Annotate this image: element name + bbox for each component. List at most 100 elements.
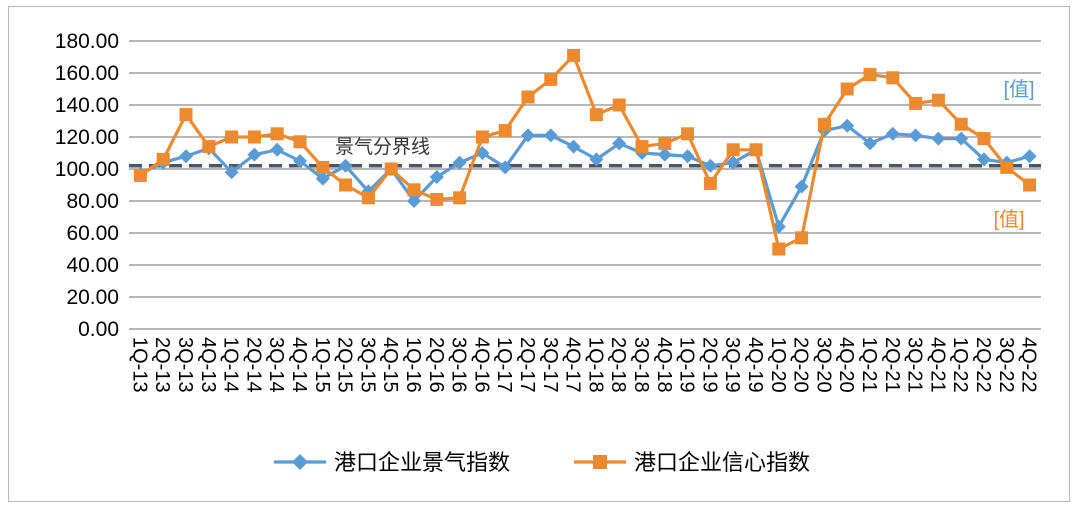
x-tick-label: 3Q-17	[539, 337, 561, 393]
data-point	[749, 143, 763, 157]
data-point	[840, 82, 854, 96]
x-tick-label: 2Q-21	[881, 337, 903, 393]
x-tick-label: 3Q-14	[265, 337, 287, 393]
legend-label: 港口企业信心指数	[634, 450, 810, 475]
legend: 港口企业景气指数 港口企业信心指数	[274, 450, 810, 475]
x-tick-label: 3Q-19	[721, 337, 743, 393]
reference-line: 景气分界线	[129, 136, 1041, 168]
data-point	[795, 231, 809, 245]
x-tick-label: 4Q-17	[562, 337, 584, 393]
x-tick-label: 2Q-19	[698, 337, 720, 393]
data-point	[156, 152, 170, 166]
data-point	[794, 179, 809, 194]
data-point	[977, 152, 991, 167]
y-tick-label: 120.00	[55, 126, 119, 149]
data-point	[521, 128, 535, 143]
data-point	[338, 158, 353, 173]
data-point	[339, 178, 353, 192]
x-tick-label: 2Q-18	[607, 337, 629, 393]
data-point	[817, 117, 831, 131]
data-point	[133, 168, 147, 182]
y-tick-label: 60.00	[66, 222, 119, 245]
x-tick-label: 1Q-16	[402, 337, 424, 393]
value-annotation: [值]	[993, 208, 1024, 231]
data-point	[453, 191, 467, 205]
data-point	[202, 140, 216, 154]
x-tick-label: 4Q-13	[197, 337, 219, 393]
x-tick-label: 3Q-15	[356, 337, 378, 393]
x-tick-label: 4Q-21	[926, 337, 948, 393]
legend-label: 港口企业景气指数	[334, 450, 510, 475]
x-tick-label: 1Q-22	[949, 337, 971, 393]
y-tick-label: 140.00	[55, 94, 119, 117]
data-point	[361, 191, 375, 205]
y-axis-tick-labels: 0.00 20.00 40.00 60.00 80.00 100.00 120.00 140.…	[55, 30, 119, 341]
data-point	[179, 149, 193, 164]
data-point	[726, 143, 740, 157]
data-point	[635, 140, 649, 154]
data-point	[270, 127, 284, 141]
data-point	[247, 130, 261, 144]
data-point	[886, 71, 900, 85]
data-point	[658, 136, 672, 150]
x-tick-label: 1Q-14	[220, 337, 242, 393]
line-chart: 0.00 20.00 40.00 60.00 80.00 100.00 120.00 140.…	[55, 30, 1041, 475]
x-tick-label: 3Q-18	[630, 337, 652, 393]
x-tick-label: 4Q-22	[1018, 337, 1040, 393]
data-point	[293, 135, 307, 149]
x-tick-label: 2Q-15	[334, 337, 356, 393]
x-tick-label: 3Q-21	[904, 337, 926, 393]
data-point	[316, 160, 330, 174]
data-point	[612, 98, 626, 112]
x-tick-label: 1Q-13	[128, 337, 150, 393]
data-point	[680, 149, 695, 164]
x-tick-label: 1Q-20	[767, 337, 789, 393]
data-point	[589, 108, 603, 122]
y-tick-label: 80.00	[66, 190, 119, 213]
data-point	[1022, 149, 1037, 164]
data-point	[954, 131, 969, 146]
data-point	[225, 130, 239, 144]
x-tick-label: 3Q-16	[448, 337, 470, 393]
data-point	[498, 124, 512, 138]
data-point	[931, 131, 946, 146]
data-point	[863, 136, 877, 151]
data-point	[954, 117, 968, 131]
x-tick-label: 3Q-20	[812, 337, 834, 393]
y-tick-label: 100.00	[55, 158, 119, 181]
x-tick-label: 2Q-16	[425, 337, 447, 393]
data-point	[407, 194, 421, 208]
x-axis-tick-labels: 1Q-13 2Q-13 3Q-13 4Q-13 1Q-14 2Q-14 3Q-14 4Q-14…	[128, 337, 1039, 393]
data-point	[772, 242, 786, 256]
data-point	[863, 68, 877, 82]
x-tick-label: 3Q-22	[995, 337, 1017, 393]
data-point	[543, 128, 558, 143]
data-point	[726, 155, 741, 170]
x-tick-label: 4Q-14	[288, 337, 310, 393]
value-annotation: [值]	[1003, 78, 1034, 101]
data-point	[909, 96, 923, 110]
x-tick-label: 2Q-22	[972, 337, 994, 393]
data-point	[315, 171, 330, 186]
data-point	[224, 165, 239, 180]
data-point	[566, 139, 581, 154]
chart-frame: 0.00 20.00 40.00 60.00 80.00 100.00 120.00 140.…	[8, 6, 1070, 502]
data-point	[977, 132, 991, 146]
data-point	[703, 176, 717, 190]
x-tick-label: 2Q-14	[242, 337, 264, 393]
data-point	[657, 147, 672, 162]
x-tick-label: 3Q-13	[174, 337, 196, 393]
data-point	[1023, 178, 1037, 192]
data-point	[567, 48, 581, 62]
y-tick-label: 40.00	[66, 254, 119, 277]
series-group	[133, 48, 1037, 256]
data-point	[452, 155, 467, 170]
data-point	[247, 147, 262, 162]
data-point	[429, 170, 444, 184]
data-point	[681, 127, 695, 141]
x-tick-label: 4Q-19	[744, 337, 766, 393]
legend-marker	[593, 455, 607, 469]
y-tick-label: 180.00	[55, 30, 119, 53]
legend-marker	[292, 454, 308, 470]
x-tick-label: 1Q-21	[858, 337, 880, 393]
